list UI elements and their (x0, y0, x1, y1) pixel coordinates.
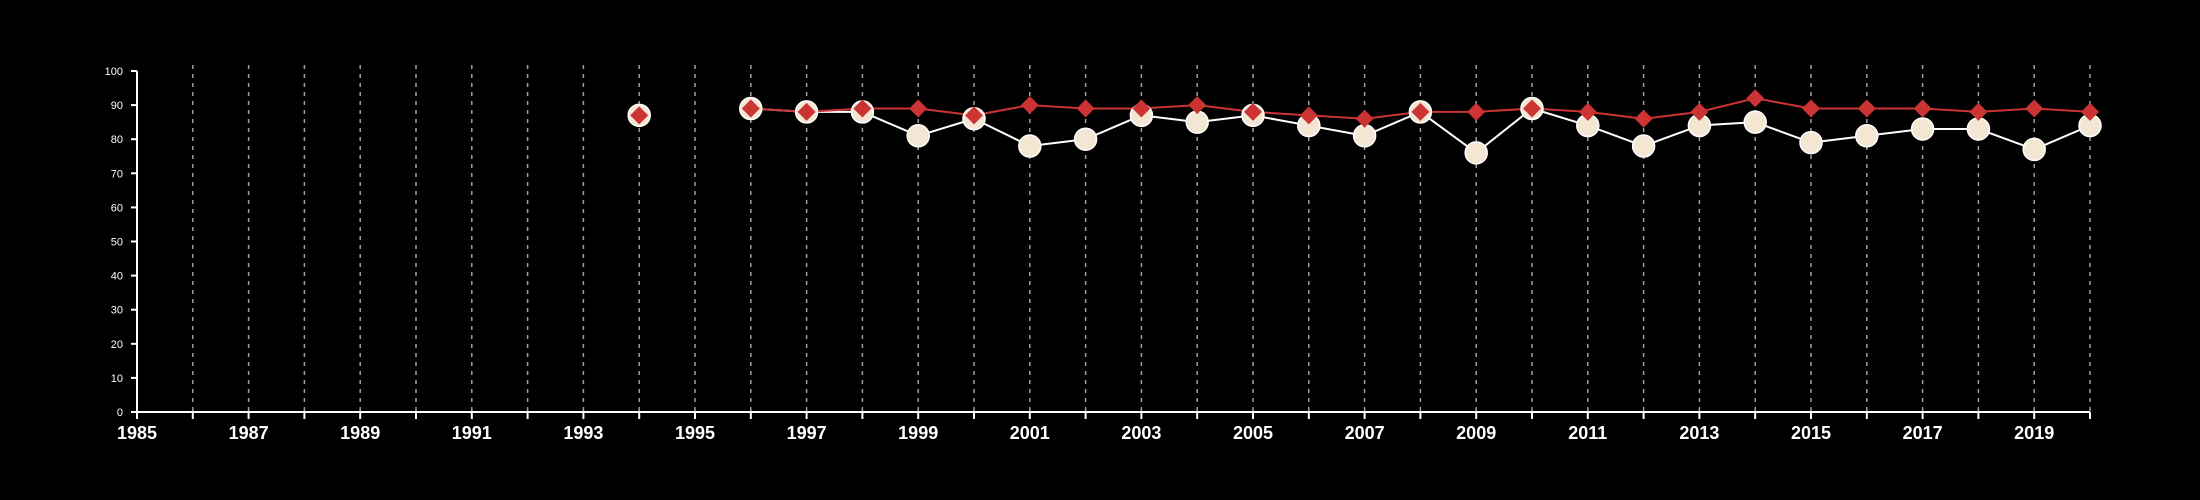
data-point-diamond (1578, 102, 1597, 121)
data-point-circle (1910, 117, 1935, 141)
x-tick-label: 1997 (787, 423, 827, 443)
data-point-diamond (909, 99, 928, 118)
data-point-circle (1631, 134, 1656, 158)
series-0-markers (627, 96, 2102, 165)
x-tick-label: 2003 (1121, 423, 1161, 443)
data-point-diamond (1467, 102, 1486, 121)
data-point-diamond (1299, 106, 1318, 125)
series-line-segment (1978, 107, 2035, 113)
x-tick-label: 2017 (1903, 423, 1943, 443)
y-tick-label: 50 (111, 237, 123, 249)
y-tick-label: 30 (111, 305, 123, 317)
data-point-circle (1018, 134, 1042, 158)
data-point-circle (1464, 141, 1488, 165)
data-point-diamond (797, 102, 816, 121)
x-tick-label: 1999 (898, 423, 938, 443)
data-point-diamond (1076, 99, 1095, 118)
axes: 0 10 20 30 40 50 60 70 80 90 100 1985 1987 1989 1991 19… (105, 66, 2091, 443)
y-tick-label: 70 (111, 168, 123, 180)
data-point-circle (1743, 110, 1767, 134)
data-point-diamond (1857, 99, 1876, 118)
data-point-circle (1073, 127, 1098, 151)
data-point-circle (1855, 124, 1879, 148)
data-point-circle (2022, 137, 2046, 162)
y-tick-label: 0 (117, 407, 123, 419)
x-tick-label: 2007 (1345, 423, 1385, 443)
data-point-diamond (1020, 96, 1039, 115)
data-point-diamond (1913, 99, 1932, 118)
data-point-diamond (1634, 109, 1653, 128)
data-point-diamond (1523, 99, 1541, 118)
data-point-diamond (965, 106, 983, 125)
y-tick-label: 80 (111, 134, 123, 146)
data-point-diamond (1690, 102, 1709, 121)
x-tick-label: 2001 (1010, 423, 1050, 443)
data-point-diamond (1746, 89, 1765, 108)
series-line-segment (1755, 97, 1812, 110)
data-point-diamond (2081, 102, 2099, 121)
data-point-circle (1966, 117, 1991, 141)
y-tick-label: 10 (111, 373, 123, 385)
data-point-diamond (1411, 102, 1430, 121)
series-line-segment (1029, 104, 1086, 110)
series-line-segment (2034, 107, 2091, 113)
series-1-markers (630, 89, 2099, 128)
x-tick-label: 2009 (1456, 423, 1496, 443)
x-tick-label: 1987 (229, 423, 269, 443)
x-tick-label: 2005 (1233, 423, 1273, 443)
y-tick-label: 60 (111, 202, 123, 214)
x-tick-label: 1995 (675, 423, 715, 443)
series-line-segment (1308, 114, 1365, 120)
y-tick-label: 90 (111, 100, 123, 112)
x-tick-label: 1985 (117, 423, 157, 443)
data-point-diamond (1355, 109, 1374, 128)
data-point-circle (1352, 124, 1377, 148)
data-point-diamond (1188, 96, 1207, 115)
data-point-diamond (1132, 99, 1151, 118)
series-line-segment (1699, 97, 1756, 113)
x-tick-label: 1991 (452, 423, 492, 443)
series-line-segment (1587, 110, 1644, 120)
x-tick-label: 1993 (563, 423, 603, 443)
data-point-diamond (630, 106, 649, 125)
x-tick-label: 2013 (1679, 423, 1719, 443)
series-line-segment (1643, 110, 1700, 120)
series-line-segment (1475, 107, 1533, 154)
data-point-circle (1799, 130, 1823, 155)
x-tick-label: 1989 (340, 423, 380, 443)
y-tick-label: 20 (111, 339, 123, 351)
y-tick-label: 100 (105, 66, 123, 78)
x-tick-label: 2015 (1791, 423, 1831, 443)
data-series (627, 89, 2102, 165)
data-point-circle (1185, 110, 1209, 134)
series-line-segment (1922, 107, 1979, 113)
data-point-circle (906, 124, 930, 148)
data-point-diamond (741, 99, 760, 118)
data-point-diamond (1969, 102, 1988, 121)
data-point-diamond (1244, 102, 1262, 121)
y-tick-label: 40 (111, 271, 123, 283)
series-line-segment (1141, 104, 1198, 110)
x-tick-label: 2011 (1568, 423, 1607, 443)
data-point-diamond (853, 99, 872, 118)
data-point-diamond (1802, 99, 1820, 118)
data-point-diamond (2025, 99, 2044, 118)
x-tick-label: 2019 (2014, 423, 2054, 443)
